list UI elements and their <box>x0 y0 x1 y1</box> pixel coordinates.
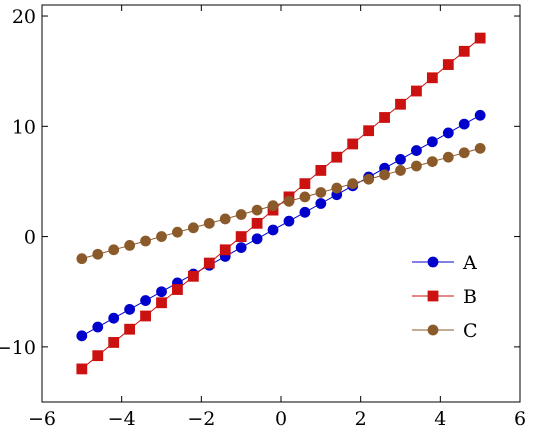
data-point <box>395 153 406 165</box>
data-point <box>124 240 136 251</box>
data-point <box>140 235 151 247</box>
data-point <box>411 160 422 172</box>
data-point <box>76 253 88 265</box>
data-point <box>172 284 183 295</box>
data-point <box>92 321 104 333</box>
data-point <box>219 244 231 256</box>
data-point <box>267 200 279 212</box>
data-point <box>395 165 406 176</box>
data-point <box>442 127 454 139</box>
data-point <box>140 295 151 306</box>
x-tick-label: −4 <box>108 408 136 430</box>
y-tick-label: −10 <box>0 337 36 359</box>
x-tick-label: 4 <box>434 408 446 430</box>
data-point <box>299 206 311 218</box>
data-point <box>474 109 486 121</box>
data-point <box>203 257 215 269</box>
data-point <box>76 330 88 342</box>
data-point <box>235 231 247 242</box>
legend-marker <box>427 290 439 302</box>
x-tick-label: −6 <box>28 408 56 430</box>
data-point <box>235 242 247 254</box>
legend-marker <box>427 256 439 268</box>
data-point <box>331 151 343 163</box>
data-point <box>315 165 327 176</box>
data-point <box>156 297 167 309</box>
legend: ABC <box>412 252 478 342</box>
data-point <box>156 231 167 242</box>
data-point <box>315 198 327 209</box>
data-point <box>411 145 422 156</box>
data-point <box>458 118 470 130</box>
series-markers <box>76 32 486 375</box>
data-point <box>76 363 88 375</box>
legend-marker <box>427 324 439 336</box>
legend-item-b: B <box>412 286 477 308</box>
data-point <box>331 182 343 194</box>
data-point <box>474 142 486 154</box>
legend-label: A <box>462 252 477 274</box>
y-tick-label: 0 <box>24 227 36 249</box>
data-point <box>203 217 215 229</box>
plot-frame <box>41 4 521 403</box>
x-tick-label: 0 <box>275 408 287 430</box>
data-point <box>235 209 247 220</box>
y-tick-label: 20 <box>12 6 36 28</box>
data-point <box>363 125 375 137</box>
series-points-c <box>76 142 486 265</box>
legend-label: B <box>463 286 477 308</box>
data-point <box>379 112 390 123</box>
data-point <box>267 224 279 236</box>
legend-item-a: A <box>412 252 477 274</box>
data-point <box>251 217 263 229</box>
data-point <box>172 226 183 238</box>
data-point <box>458 45 470 57</box>
data-point <box>395 98 406 110</box>
data-point <box>251 204 263 216</box>
data-point <box>458 147 470 159</box>
data-point <box>426 136 438 148</box>
data-point <box>124 303 136 315</box>
data-point <box>363 173 375 185</box>
legend-label: C <box>463 320 478 342</box>
data-point <box>299 178 311 190</box>
data-point <box>474 32 486 44</box>
data-point <box>347 138 359 150</box>
data-point <box>411 85 422 97</box>
data-point <box>251 233 263 245</box>
data-point <box>108 312 120 324</box>
data-point <box>442 151 454 163</box>
data-point <box>283 215 295 227</box>
x-tick-label: −2 <box>187 408 215 430</box>
data-point <box>379 169 390 181</box>
data-point <box>442 59 454 70</box>
data-point <box>219 213 231 225</box>
data-point <box>108 337 120 348</box>
data-point <box>347 178 359 190</box>
data-point <box>92 248 104 260</box>
x-tick-label: 2 <box>355 408 367 430</box>
x-tick-label: 6 <box>514 408 526 430</box>
data-point <box>315 187 327 198</box>
data-point <box>426 156 438 167</box>
data-point <box>92 350 104 362</box>
data-point <box>299 191 311 203</box>
data-point <box>187 270 199 282</box>
y-tick-label: 10 <box>12 116 36 138</box>
data-point <box>124 323 136 335</box>
data-point <box>108 244 120 256</box>
legend-item-c: C <box>412 320 478 342</box>
data-point <box>156 286 167 298</box>
data-point <box>140 310 151 322</box>
data-point <box>426 72 438 84</box>
data-point <box>283 195 295 207</box>
data-point <box>187 222 199 234</box>
